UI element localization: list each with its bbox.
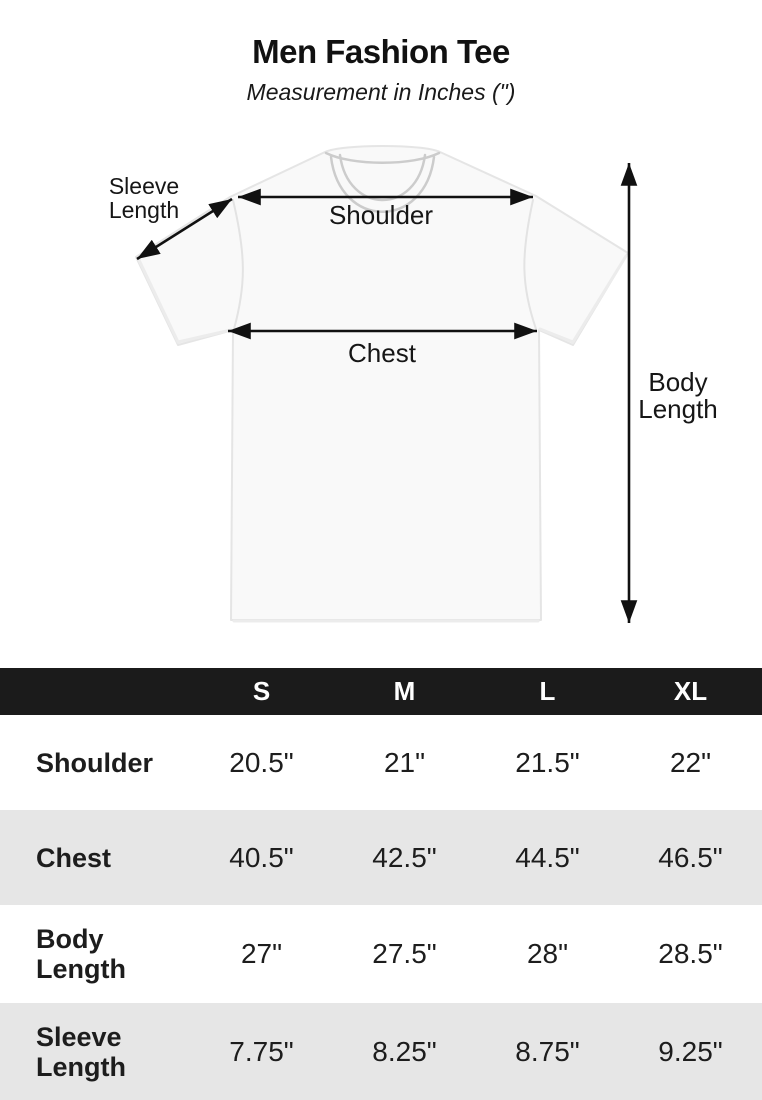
measurement-value: 7.75"	[229, 1035, 294, 1067]
row-label: Body Length	[36, 924, 126, 984]
collar-back-line	[324, 151, 441, 164]
table-row-body-length: Body Length 27" 27.5" 28" 28.5"	[0, 905, 762, 1003]
row-label: Sleeve Length	[36, 1021, 126, 1082]
table-header-empty-cell	[0, 668, 190, 715]
sleeve-length-arrow	[136, 197, 233, 261]
size-column-header-s: S	[252, 676, 271, 706]
table-row-sleeve-length: Sleeve Length 7.75" 8.25" 8.75" 9.25"	[0, 1003, 762, 1100]
measurement-value: 28"	[526, 938, 569, 969]
row-label: Shoulder	[36, 747, 154, 778]
measurement-value: 20.5"	[229, 746, 294, 778]
sleeve-length-label: Sleeve Length	[108, 173, 180, 223]
measurement-value: 27"	[240, 938, 283, 969]
size-table: S M L XL Shoulder 20.5" 21" 21.5" 22" Ch…	[0, 668, 762, 1100]
measurement-value: 27.5"	[372, 938, 437, 969]
measurement-value: 21"	[383, 746, 426, 778]
measurement-value: 42.5"	[372, 841, 437, 873]
measurement-value: 46.5"	[658, 841, 723, 873]
measurement-value: 28.5"	[658, 938, 723, 969]
measurement-value: 40.5"	[229, 841, 294, 873]
size-column-header-xl: XL	[673, 676, 708, 706]
measurement-value: 9.25"	[658, 1035, 723, 1067]
measurement-value: 8.75"	[515, 1035, 580, 1067]
table-row-shoulder: Shoulder 20.5" 21" 21.5" 22"	[0, 715, 762, 810]
body-length-label: Body Length	[638, 367, 718, 424]
right-cuff-shade	[538, 254, 628, 344]
tshirt-graphic	[135, 145, 638, 623]
right-armhole-seam	[523, 199, 537, 330]
size-column-header-l: L	[539, 676, 556, 706]
measurement-value: 44.5"	[515, 841, 580, 873]
measurement-value: 8.25"	[372, 1035, 437, 1067]
chest-label: Chest	[348, 338, 416, 368]
measurement-value: 22"	[669, 746, 712, 778]
size-column-header-m: M	[393, 676, 416, 706]
page-title: Men Fashion Tee	[252, 33, 510, 70]
table-header-row: S M L XL	[0, 668, 762, 715]
left-armhole-seam	[232, 199, 244, 330]
row-label: Chest	[36, 842, 112, 873]
measurement-value: 21.5"	[515, 746, 580, 778]
table-row-chest: Chest 40.5" 42.5" 44.5" 46.5"	[0, 810, 762, 905]
left-cuff-shade	[137, 258, 233, 344]
page-subtitle: Measurement in Inches (")	[246, 79, 516, 105]
shoulder-label: Shoulder	[328, 200, 434, 230]
tshirt-measurement-diagram: Sleeve Length Shoulder Chest Body Length	[0, 130, 762, 668]
collar-outer-line	[329, 155, 436, 213]
